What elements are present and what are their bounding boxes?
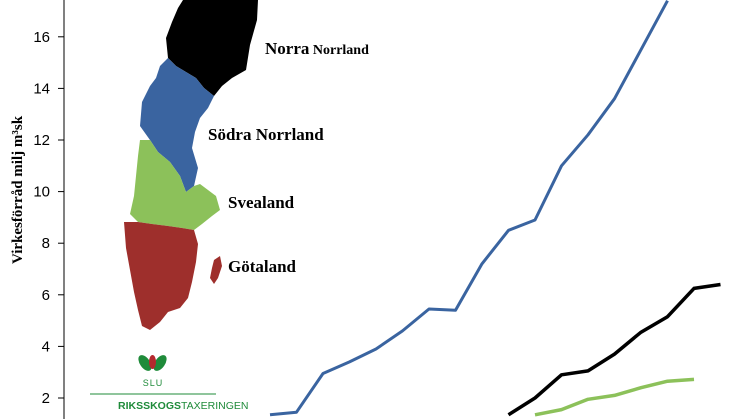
label-norra-rest: Norrland bbox=[309, 43, 369, 58]
logo-name-bold: RIKSSKOGS bbox=[118, 400, 181, 412]
slu-leaf-icon bbox=[138, 355, 167, 371]
map-region-sodra-norrland bbox=[140, 58, 214, 192]
label-svealand: Svealand bbox=[228, 193, 295, 212]
label-norra-main: Norra bbox=[265, 39, 310, 58]
series-line-2 bbox=[534, 377, 695, 417]
label-sodra-norrland: Södra Norrland bbox=[208, 125, 324, 144]
y-tick-label: 10 bbox=[33, 184, 50, 201]
slu-logo-name: RIKSSKOGSTAXERINGEN bbox=[118, 400, 249, 412]
label-norra-norrland: Norra Norrland bbox=[265, 39, 369, 58]
slu-logo: SLU RIKSSKOGSTAXERINGEN bbox=[90, 355, 249, 412]
slu-logo-short: SLU bbox=[143, 378, 164, 388]
y-tick-label: 16 bbox=[33, 29, 50, 46]
sweden-map bbox=[124, 0, 258, 330]
label-gotaland: Götaland bbox=[228, 257, 297, 276]
series-group bbox=[269, 0, 721, 417]
y-tick-label: 4 bbox=[42, 338, 50, 355]
series-line-1 bbox=[507, 282, 721, 417]
y-axis-title: Virkesförråd milj m³sk bbox=[10, 115, 26, 264]
y-tick-label: 6 bbox=[42, 287, 50, 304]
map-labels: Norra Norrland Södra Norrland Svealand G… bbox=[208, 39, 369, 276]
y-tick-label: 12 bbox=[33, 132, 50, 149]
map-region-svealand bbox=[130, 140, 220, 230]
y-ticks: 2 4 6 8 10 12 14 16 bbox=[33, 29, 64, 407]
map-region-gotaland bbox=[124, 222, 198, 330]
y-tick-label: 14 bbox=[33, 80, 50, 97]
series-line-0 bbox=[269, 0, 669, 417]
map-region-gotland bbox=[210, 256, 222, 284]
map-region-norra-norrland bbox=[166, 0, 258, 96]
logo-name-suffix: TAXERINGEN bbox=[181, 400, 248, 412]
y-tick-label: 8 bbox=[42, 235, 50, 252]
y-tick-label: 2 bbox=[42, 390, 50, 407]
